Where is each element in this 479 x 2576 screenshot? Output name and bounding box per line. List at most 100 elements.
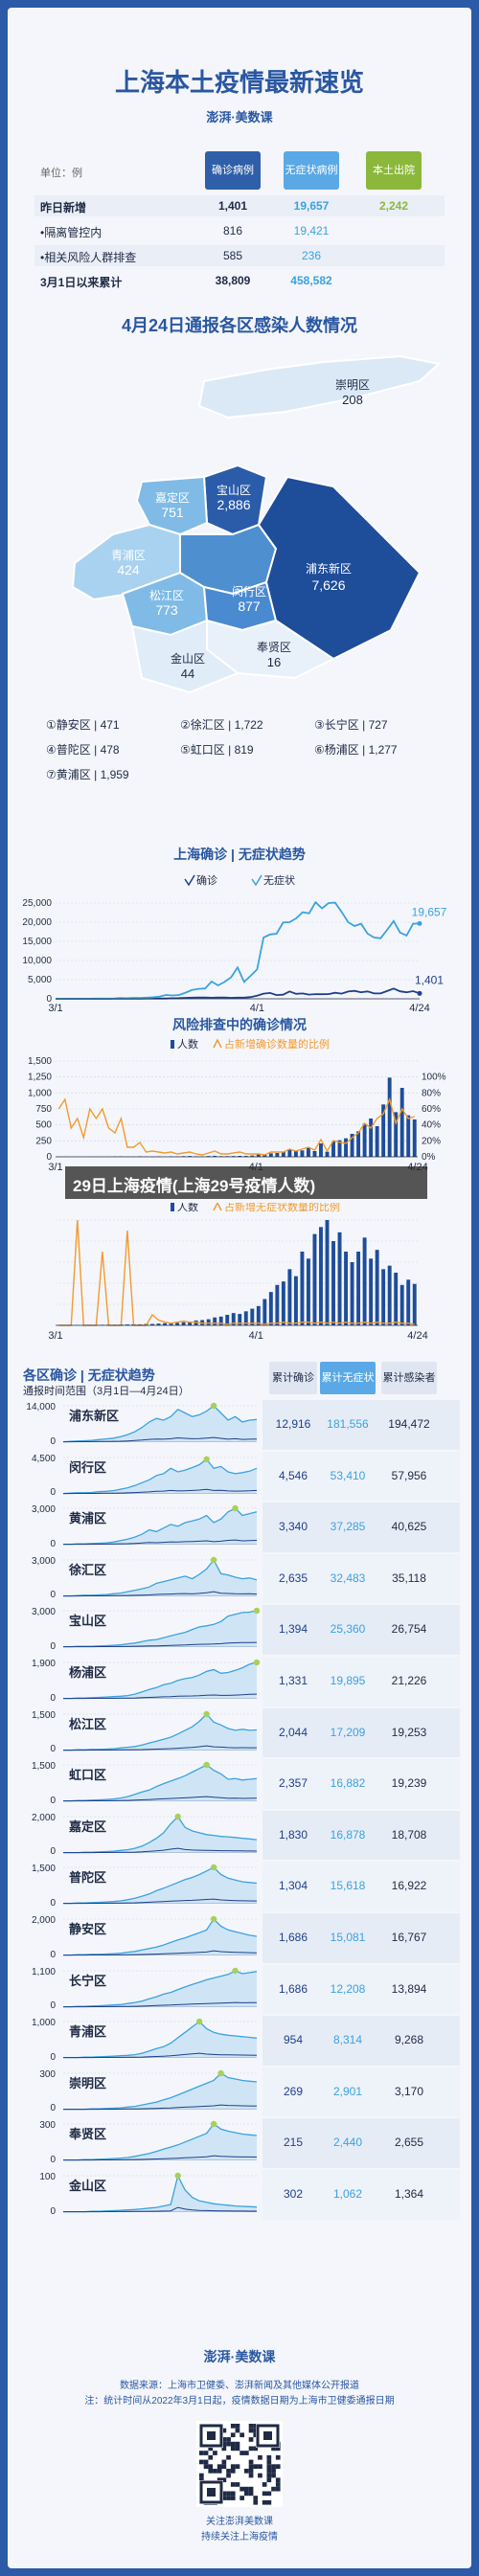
y-tick-label: 10,000 xyxy=(22,956,52,966)
sparkline-confirmed xyxy=(63,2104,258,2110)
sparkline-confirmed xyxy=(63,1591,258,1596)
unit-label: 单位：例 xyxy=(40,168,82,179)
row-ymax: 2,000 xyxy=(31,1915,56,1926)
sparkline-area xyxy=(63,1970,257,2007)
qr-finder xyxy=(256,2424,280,2448)
qr-module xyxy=(226,2437,231,2442)
row-ymin: 0 xyxy=(50,1846,56,1858)
bar xyxy=(293,1276,298,1325)
cell-confirmed: 1,331 xyxy=(278,1674,308,1687)
sparkline-confirmed xyxy=(63,1898,258,1905)
map-legend-value: 819 xyxy=(234,743,254,757)
row-ymax: 1,500 xyxy=(31,1761,56,1773)
map-region-chongming xyxy=(197,354,442,419)
qr-module xyxy=(221,2428,227,2433)
sparkline-asymptomatic xyxy=(63,2123,258,2161)
qr-module xyxy=(240,2486,244,2492)
footer-qr-caption-1: 关注澎湃美数课 xyxy=(206,2517,273,2527)
bar xyxy=(218,1316,223,1325)
cell-total: 2,655 xyxy=(394,2135,424,2150)
sparkline-peak-dot xyxy=(210,1402,217,1410)
qr-module xyxy=(253,2496,259,2500)
bar xyxy=(188,1156,193,1157)
row-ymin: 0 xyxy=(50,1898,56,1909)
qr-module xyxy=(230,2464,236,2469)
x-tick-label: 3/1 xyxy=(48,1330,62,1342)
row-ymin: 0 xyxy=(50,1692,56,1704)
row-ymin: 0 xyxy=(50,2205,56,2217)
bar xyxy=(337,1232,342,1325)
qr-module xyxy=(230,2441,236,2447)
sparkline-area xyxy=(63,1611,257,1647)
legend-swatch-bar xyxy=(171,1203,174,1211)
sparkline-confirmed xyxy=(63,1436,258,1443)
district-name: 嘉定区 xyxy=(69,1819,107,1834)
qr-module xyxy=(230,2496,236,2500)
bar xyxy=(319,1227,323,1325)
y-tick-label: 15,000 xyxy=(22,937,52,947)
qr-module xyxy=(266,2491,272,2497)
qr-module xyxy=(235,2482,240,2487)
qr-module xyxy=(248,2459,254,2465)
sparkline-area xyxy=(63,1867,257,1904)
qr-finder-core xyxy=(207,2431,216,2440)
bar xyxy=(344,1252,349,1325)
legend-label: 无症状 xyxy=(263,873,295,887)
map-label-jiading: 嘉定区 xyxy=(155,490,190,505)
qr-module xyxy=(253,2499,259,2505)
poster-paper: 上海本土疫情最新速览 澎湃·美数课 单位：例 确诊病例 无症状病例 本土出院 昨… xyxy=(8,8,471,2568)
row-ymax: 2,000 xyxy=(31,1812,56,1823)
map-value-baoshan: 2,886 xyxy=(217,497,250,512)
row-background xyxy=(262,1862,460,1911)
cell-asymptomatic: 15,081 xyxy=(330,1931,366,1944)
row-ymin: 0 xyxy=(50,2103,56,2114)
cell-asymptomatic: 16,882 xyxy=(330,1776,366,1791)
bar xyxy=(306,1258,310,1325)
qr-module xyxy=(208,2464,214,2469)
sparkline-asymptomatic xyxy=(62,1457,258,1494)
map-legend-item: ⑥杨浦区 | 1,277 xyxy=(314,741,398,757)
bar xyxy=(206,1319,211,1325)
qr-module xyxy=(226,2469,231,2474)
series-line xyxy=(56,900,421,1000)
sparkline-asymptomatic xyxy=(63,1969,258,2007)
row-ymin: 0 xyxy=(50,1590,56,1601)
qr-module xyxy=(275,2454,281,2460)
row-ymin: 0 xyxy=(50,1949,56,1960)
sparkline-area xyxy=(63,1406,257,1442)
sparkline-asymptomatic xyxy=(63,1507,258,1546)
bar xyxy=(337,1140,342,1157)
cell-asymptomatic: 2,440 xyxy=(332,2135,363,2150)
bar xyxy=(369,1258,374,1325)
qr-module xyxy=(230,2482,236,2487)
row-ymin: 0 xyxy=(50,2000,56,2012)
qr-module xyxy=(203,2464,209,2469)
cell-total: 19,239 xyxy=(391,1776,427,1791)
sparkline-peak-dot xyxy=(203,1761,210,1769)
district-map: 崇明区 208 宝山区 2,886 嘉定区 751 青浦区 424 松江区 77… xyxy=(71,354,442,694)
qr-code-icon xyxy=(196,2421,283,2507)
cell-confirmed: 4,546 xyxy=(278,1468,308,1482)
sparkline-area xyxy=(63,1816,257,1853)
map-legend-name: 黄浦区 xyxy=(56,768,91,781)
bar xyxy=(350,1262,354,1325)
cell-confirmed: 215 xyxy=(283,2135,304,2150)
district-sparkline xyxy=(63,2018,258,2059)
qr-module xyxy=(226,2441,231,2447)
summary-cell: 19,657 xyxy=(293,199,330,213)
qr-module xyxy=(266,2473,272,2478)
cell-confirmed: 12,916 xyxy=(275,1417,311,1431)
qr-module xyxy=(217,2469,222,2474)
map-region-pudong xyxy=(257,475,422,661)
qr-module xyxy=(248,2486,254,2492)
row-background xyxy=(262,1503,460,1552)
brand-logo: 澎湃·美数课 xyxy=(206,110,273,124)
summary-cell: 19,421 xyxy=(293,224,330,237)
bar xyxy=(243,1156,248,1157)
district-sparkline xyxy=(62,1456,258,1494)
legend-label-ratio: 占新增确诊数量的比例 xyxy=(224,1037,330,1051)
summary-cell: 1,401 xyxy=(217,199,248,213)
sparkline-confirmed xyxy=(63,1539,258,1546)
map-legend-name: 普陀区 xyxy=(56,743,91,757)
summary-cell: 816 xyxy=(222,224,243,237)
